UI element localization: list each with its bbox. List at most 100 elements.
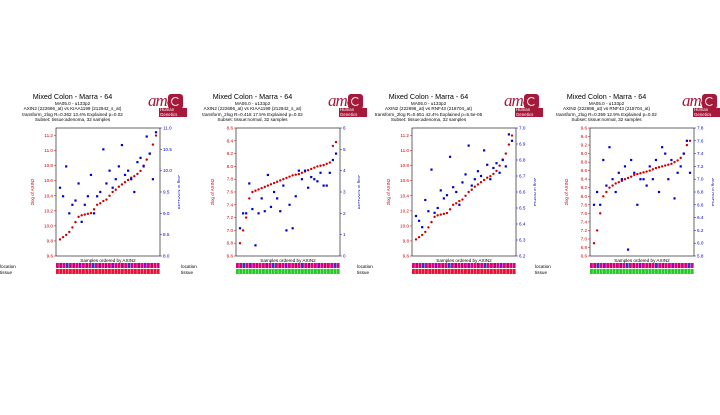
track-tissue-cell — [69, 269, 72, 274]
point-axin2 — [68, 230, 71, 234]
left-tick-label: 8.0 — [581, 194, 588, 199]
point-axin2 — [461, 198, 464, 201]
track-location-cell — [687, 263, 691, 268]
track-tissue-cell — [412, 269, 415, 274]
point-axin2 — [657, 166, 661, 169]
point-rnf43 — [608, 146, 611, 149]
track-tissue-cell — [265, 269, 269, 274]
point-axin2 — [136, 172, 139, 176]
track-location-cell — [454, 263, 458, 268]
track-tissue-cell — [317, 269, 321, 274]
track-location-cell — [635, 263, 639, 268]
right-tick-label: 10.5 — [163, 147, 172, 152]
point-axin2 — [300, 171, 304, 174]
track-location-cell — [496, 263, 500, 268]
right-tick-label: 6.2 — [697, 228, 704, 233]
point-kiaa1199 — [96, 195, 99, 198]
left-tick-label: 9.8 — [47, 238, 54, 243]
track-location-cell — [606, 263, 610, 268]
point-axin2 — [64, 233, 68, 237]
track-location-cell — [499, 263, 503, 268]
point-axin2 — [670, 162, 673, 166]
point-axin2 — [467, 190, 470, 194]
point-rnf43 — [504, 165, 507, 168]
point-kiaa1199 — [313, 178, 316, 181]
track-location-cell — [674, 263, 678, 268]
point-axin2 — [282, 178, 285, 181]
track-location-cell — [65, 263, 69, 268]
point-axin2 — [58, 238, 62, 241]
track-location-cell — [415, 263, 419, 268]
point-axin2 — [145, 158, 148, 161]
point-axin2 — [238, 242, 242, 245]
chart-subtitle-line-1: MA05.0 - u133p2 — [54, 101, 91, 106]
right-tick-label: 9.0 — [163, 211, 170, 216]
logo-text: amc — [148, 91, 174, 110]
track-location-cell — [503, 263, 506, 268]
point-kiaa1199 — [58, 186, 62, 189]
track-tissue-cell — [648, 269, 652, 274]
point-rnf43 — [633, 171, 636, 174]
track-location-cell — [275, 263, 278, 268]
left-tick-label: 9.6 — [581, 126, 588, 131]
track-location-cell — [333, 263, 337, 268]
track-tissue-cell — [314, 269, 317, 274]
point-rnf43 — [483, 149, 486, 152]
point-axin2 — [420, 233, 424, 237]
point-kiaa1199 — [148, 152, 151, 155]
point-axin2 — [595, 229, 599, 232]
point-rnf43 — [445, 194, 449, 197]
point-rnf43 — [489, 178, 492, 181]
track-location-cell — [239, 263, 243, 268]
logo-text: amc — [328, 91, 354, 110]
track-tissue-cell — [147, 269, 150, 274]
right-tick-label: 6.8 — [697, 190, 704, 195]
point-rnf43 — [417, 219, 421, 222]
right-tick-label: 5.8 — [697, 254, 704, 259]
track-location-cell — [265, 263, 269, 268]
track-tissue-cell — [323, 269, 327, 274]
point-rnf43 — [510, 139, 514, 142]
track-tissue-cell — [431, 269, 435, 274]
track-location-cell — [480, 263, 484, 268]
point-axin2 — [476, 183, 480, 186]
track-tissue-cell — [470, 269, 474, 274]
track-tissue-cell — [121, 269, 124, 274]
point-kiaa1199 — [77, 182, 80, 185]
point-axin2 — [654, 166, 658, 170]
track-location-cell — [512, 263, 516, 268]
track-tissue-cell — [95, 269, 98, 274]
track-location-cell — [278, 263, 282, 268]
point-axin2 — [642, 171, 645, 174]
track-location-cell — [460, 263, 464, 268]
point-kiaa1199 — [334, 152, 338, 155]
point-axin2 — [269, 183, 273, 186]
track-tissue-cell — [59, 269, 63, 274]
track-location-cell — [317, 263, 321, 268]
left-tick-label: 8.2 — [227, 151, 234, 156]
point-kiaa1199 — [71, 203, 74, 206]
x-axis-label: Samples ordered by AXIN2 — [80, 258, 136, 263]
track-location-cell — [467, 263, 471, 268]
chart-subtitle-line-1: MA05.0 - u133p2 — [410, 101, 447, 106]
chart-title: Mixed Colon - Marra - 64 — [32, 92, 113, 101]
chart-svg: 6.6 6.8 7.0 7.2 7.4 7.6 7.8 8.0 8.2 8.4 8.6 0 1 2 3 4 5 6… — [210, 126, 360, 274]
right-tick-label: 6.3 — [519, 238, 526, 243]
point-kiaa1199 — [269, 205, 273, 209]
right-tick-label: 7.0 — [519, 126, 526, 131]
track-location-cell — [612, 263, 616, 268]
point-axin2 — [279, 179, 282, 182]
track-tissue-cell — [421, 269, 425, 274]
track-location-cell — [490, 263, 493, 268]
point-axin2 — [611, 184, 614, 187]
track-location-cell — [156, 263, 160, 268]
track-tissue-cell — [236, 269, 239, 274]
amc-logo: amc Human Genetics — [681, 91, 720, 122]
track-location-cell — [310, 263, 314, 268]
track-tissue-cell — [127, 269, 131, 274]
left-tick-label: 10.0 — [44, 223, 53, 228]
point-axin2 — [676, 159, 679, 162]
point-rnf43 — [639, 178, 642, 181]
track-tissue-cell — [258, 269, 262, 274]
y-axis-right-label: 2log of RNF43 — [711, 178, 714, 207]
